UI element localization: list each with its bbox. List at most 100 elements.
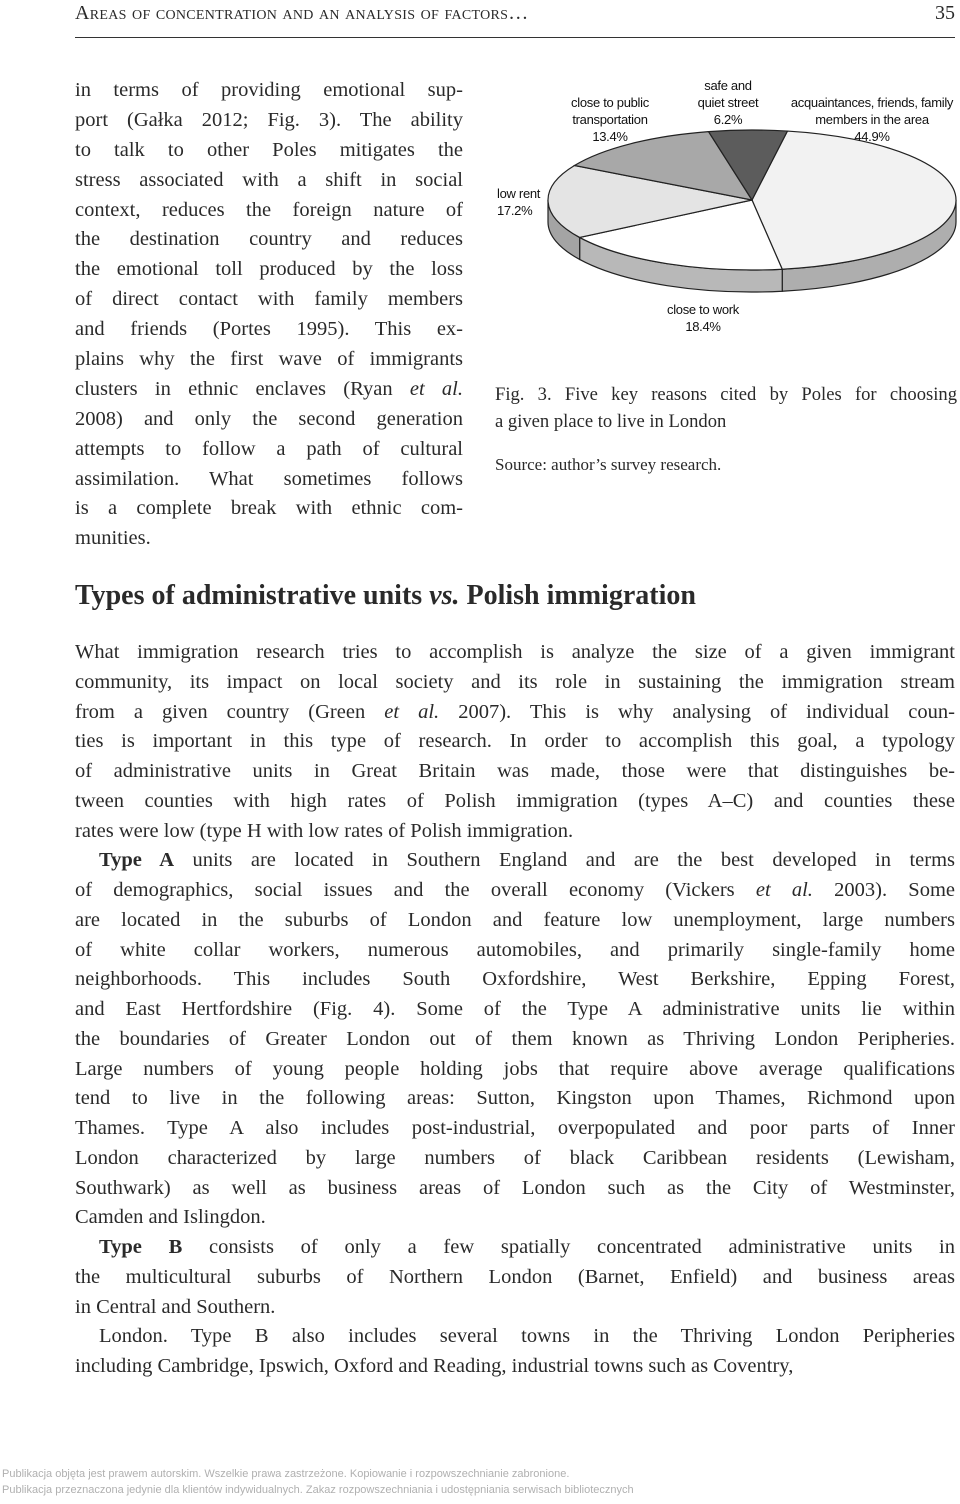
pie-slice: [751, 130, 957, 270]
text-line: Southwark) as well as business areas of …: [75, 1174, 955, 1204]
text-line: Camden and Islingdon.: [75, 1203, 955, 1233]
italic-run: et al.: [755, 879, 813, 901]
text-run: units are located in Southern England an…: [174, 849, 955, 872]
text-line: of administrative units in Great Britain…: [75, 757, 955, 787]
text-line: community, its impact on local society a…: [75, 668, 955, 698]
paragraph: Type B consists of only a few spatially …: [75, 1233, 955, 1322]
section-heading: Types of administrative units vs. Polish…: [75, 580, 696, 612]
pie-value-label: 18.4%: [685, 319, 721, 334]
text-line: assimilation. What sometimes follows: [75, 465, 463, 495]
text-line: munities.: [75, 524, 463, 554]
text-line: the destination country and reduces: [75, 225, 463, 255]
text-run: munities.: [75, 527, 151, 550]
bold-run: Type B: [99, 1236, 183, 1258]
pie-label: low rent 17.2%: [497, 185, 557, 219]
pie-category: safe and quiet street: [697, 78, 759, 110]
text-run: Thames. Type A also includes post-indust…: [75, 1117, 955, 1139]
text-run: the emotional toll produced by the loss: [75, 258, 463, 281]
text-run: 2008) and only the second generation: [75, 407, 463, 430]
text-run: port (Gałka 2012; Fig. 3). The ability: [75, 108, 463, 131]
text-run: London characterized by large numbers of…: [75, 1146, 955, 1169]
text-line: of direct contact with family members: [75, 285, 463, 315]
text-line: tween counties with high rates of Polish…: [75, 787, 955, 817]
pie-slice: [547, 164, 753, 239]
text-line: tend to live in the following areas: Sut…: [75, 1084, 955, 1114]
text-line: in Central and Southern.: [75, 1293, 955, 1323]
text-run: are located in the suburbs of London and…: [75, 908, 955, 931]
footer-line: Publikacja objęta jest prawem autorskim.…: [2, 1468, 570, 1480]
italic-run: vs.: [429, 580, 460, 611]
text-run: attempts to follow a path of cultural: [75, 437, 463, 460]
text-line: in terms of providing emotional sup-: [75, 76, 463, 106]
text-run: context, reduces the foreign nature of: [75, 198, 463, 221]
pie-category: close to work: [667, 302, 739, 317]
text-line: the multicultural suburbs of Northern Lo…: [75, 1263, 955, 1293]
pie-category: close to public transportation: [571, 95, 649, 127]
text-line: port (Gałka 2012; Fig. 3). The ability: [75, 106, 463, 136]
text-line: ties is important in this type of resear…: [75, 727, 955, 757]
pie-value-label: 44.9%: [854, 129, 890, 144]
text-run: 2003). Some: [812, 879, 955, 901]
text-line: neighborhoods. This includes South Oxfor…: [75, 965, 955, 995]
header-rule: [75, 37, 955, 38]
text-line: London characterized by large numbers of…: [75, 1144, 955, 1174]
text-run: Polish immigration: [459, 580, 696, 611]
text-line: 2008) and only the second generation: [75, 405, 463, 435]
text-run: 2007). This is why analysing of individu…: [439, 700, 955, 723]
text-run: the destination country and reduces: [75, 228, 463, 251]
text-run: London. Type B also includes several tow…: [99, 1325, 955, 1348]
footer: Publikacja objęta jest prawem autorskim.…: [2, 1466, 634, 1498]
pie-label: acquaintances, friends, family members i…: [782, 94, 960, 145]
text-line: plains why the first wave of immigrants: [75, 345, 463, 375]
text-line: of white collar workers, numerous automo…: [75, 936, 955, 966]
text-run: neighborhoods. This includes South Oxfor…: [75, 968, 955, 991]
text-line: context, reduces the foreign nature of: [75, 196, 463, 226]
paragraph: Type A units are located in Southern Eng…: [75, 846, 955, 1233]
page-number: 35: [935, 2, 955, 24]
text-run: Fig. 3. Five key reasons cited by Poles …: [495, 384, 957, 405]
text-line: Type B consists of only a few spatially …: [75, 1233, 955, 1263]
text-line: clusters in ethnic enclaves (Ryan et al.: [75, 375, 463, 405]
text-run: Camden and Islingdon.: [75, 1206, 266, 1229]
text-line: Type A units are located in Southern Eng…: [75, 846, 955, 876]
figure-caption: Fig. 3. Five key reasons cited by Poles …: [495, 381, 957, 435]
left-column: in terms of providing emotional sup-port…: [75, 76, 463, 554]
text-run: plains why the first wave of immigrants: [75, 348, 463, 371]
text-run: to talk to other Poles mitigates the: [75, 138, 463, 161]
text-line: the boundaries of Greater London out of …: [75, 1025, 955, 1055]
bold-run: Type A: [99, 849, 175, 872]
text-run: the boundaries of Greater London out of …: [75, 1027, 955, 1050]
text-run: and East Hertfordshire (Fig. 4). Some of…: [75, 998, 955, 1020]
text-line: rates were low (type H with low rates of…: [75, 817, 955, 847]
text-run: in terms of providing emotional sup-: [75, 79, 463, 101]
footer-line: Publikacja przeznaczona jedynie dla klie…: [2, 1484, 634, 1496]
text-run: of white collar workers, numerous automo…: [75, 938, 955, 961]
paragraph: What immigration research tries to accom…: [75, 638, 955, 846]
text-run: the multicultural suburbs of Northern Lo…: [75, 1265, 955, 1288]
pie-chart: [547, 129, 957, 293]
text-run: community, its impact on local society a…: [75, 670, 955, 693]
text-run: assimilation. What sometimes follows: [75, 467, 463, 490]
text-line: London. Type B also includes several tow…: [75, 1322, 955, 1352]
text-line: and East Hertfordshire (Fig. 4). Some of…: [75, 995, 955, 1025]
pie-value-label: 17.2%: [497, 203, 533, 218]
pie-category: low rent: [497, 186, 541, 201]
text-run: stress associated with a shift in social: [75, 168, 463, 191]
pie-label: close to public transportation 13.4%: [562, 94, 658, 145]
text-run: in Central and Southern.: [75, 1295, 276, 1318]
text-run: Large numbers of young people holding jo…: [75, 1057, 955, 1080]
figure-source: Source: author’s survey research.: [495, 455, 722, 474]
text-run: and friends (Portes 1995). This ex-: [75, 318, 463, 341]
italic-run: et al.: [409, 377, 463, 400]
running-head: Areas of concentration and an analysis o…: [75, 2, 529, 24]
pie-slice: [572, 130, 754, 201]
pie-slice: [577, 199, 784, 271]
text-line: from a given country (Green et al. 2007)…: [75, 698, 955, 728]
text-run: What immigration research tries to accom…: [75, 641, 955, 663]
text-run: of demographics, social issues and the o…: [75, 879, 756, 901]
text-line: a given place to live in London: [495, 408, 957, 435]
text-run: of direct contact with family members: [75, 288, 463, 311]
pie-slice: [707, 129, 789, 202]
pie-category: acquaintances, friends, family members i…: [790, 95, 954, 127]
